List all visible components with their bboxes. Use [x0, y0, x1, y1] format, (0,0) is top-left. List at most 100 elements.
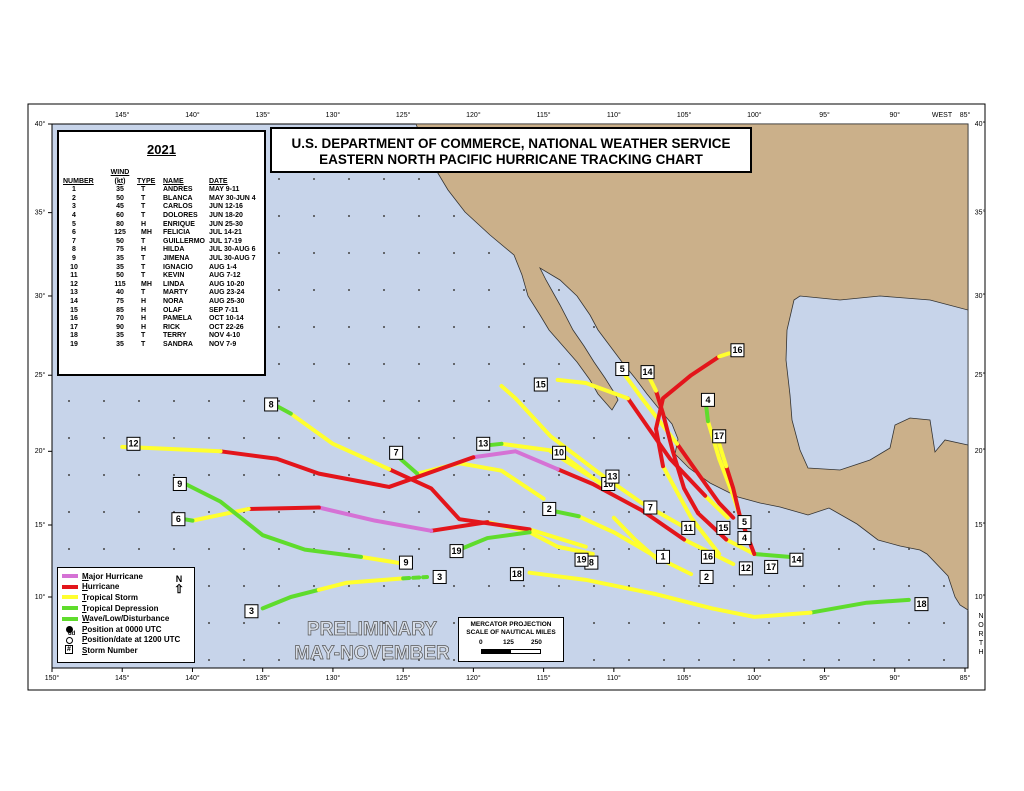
storm-box: [605, 469, 620, 484]
table-row: 8 75 H HILDA JUL 30-AUG 6: [59, 246, 264, 255]
table-cell: NOV 7-9: [209, 340, 237, 348]
legend-swatch: [62, 614, 78, 621]
table-cell: AUG 10-20: [209, 280, 245, 288]
lon-label: 135°: [255, 111, 270, 119]
storm-number: 7: [394, 448, 399, 458]
table-cell: 14: [70, 297, 78, 305]
storm-track: [316, 576, 406, 592]
table-cell: JUL 17-19: [209, 237, 242, 245]
table-cell: LINDA: [163, 280, 185, 288]
table-row: 7 50 T GUILLERMO JUL 17-19: [59, 238, 264, 247]
table-cell: MAY 30-JUN 4: [209, 194, 256, 202]
table-cell: 7: [72, 237, 76, 245]
table-cell: 17: [70, 323, 78, 331]
lon-label: 95°: [819, 111, 830, 119]
storm-box: [712, 429, 727, 444]
table-row: 4 60 T DOLORES JUN 18-20: [59, 212, 264, 221]
legend-swatch: [62, 624, 78, 634]
table-cell: MH: [141, 280, 152, 288]
storm-track: [555, 467, 687, 542]
storm-box: [789, 552, 804, 567]
lat-label: 30°: [975, 292, 986, 300]
projection-box: MERCATOR PROJECTION SCALE OF NAUTICAL MI…: [458, 617, 564, 662]
table-cell: FELICIA: [163, 229, 191, 237]
table-cell: 18: [70, 332, 78, 340]
storm-number: 18: [916, 599, 926, 609]
storm-number: 17: [714, 431, 724, 441]
lon-label: 115°: [537, 111, 551, 119]
storm-box: [764, 559, 779, 574]
table-cell: PAMELA: [163, 315, 193, 323]
lat-label: 25°: [975, 371, 986, 379]
storm-number: 2: [547, 504, 552, 514]
legend-item: Tropical Depression: [62, 603, 194, 614]
table-cell: 70: [116, 315, 124, 323]
storm-number: 13: [478, 439, 488, 449]
table-cell: 50: [116, 237, 124, 245]
storm-box: [681, 520, 696, 535]
storm-track: [182, 517, 195, 523]
storm-track: [555, 377, 630, 401]
storm-box: [730, 343, 745, 358]
storm-box: [171, 512, 186, 527]
table-cell: 12: [70, 280, 78, 288]
storm-box: [914, 597, 929, 612]
preliminary: PRELIMINARY: [307, 619, 438, 640]
storm-number: 5: [742, 517, 747, 527]
title-box: U.S. DEPARTMENT OF COMMERCE, NATIONAL WE…: [270, 127, 752, 173]
storm-number: 8: [269, 399, 274, 409]
table-cell: 10: [70, 263, 78, 271]
lon-label: 140°: [185, 674, 200, 682]
column-header: NAME: [163, 177, 184, 185]
storm-number: 14: [643, 367, 653, 377]
table-cell: T: [141, 186, 146, 194]
legend-swatch: [62, 582, 78, 589]
north-arrow: N ⇧: [173, 574, 184, 596]
storm-box: [699, 569, 714, 584]
table-cell: H: [141, 297, 147, 305]
storm-track: [401, 574, 430, 581]
projection: MERCATOR PROJECTION: [470, 621, 552, 628]
storm-number: 10: [603, 479, 613, 489]
legend: N ⇧ Major Hurricane Hurricane Tropical Stor…: [57, 567, 195, 663]
north-label: NORTH: [978, 613, 984, 656]
lon-label: 135°: [255, 674, 270, 682]
scale-title: SCALE OF NAUTICAL MILES: [466, 629, 556, 636]
storm-number: 18: [512, 569, 522, 579]
legend-item: Tropical Storm: [62, 592, 194, 603]
storm-track: [717, 351, 732, 359]
storm-box: [432, 569, 447, 584]
table-cell: 40: [116, 289, 124, 297]
table-row: 1 35 T ANDRES MAY 9-11: [59, 186, 264, 195]
table-cell: 8: [72, 246, 76, 254]
legend-swatch: [62, 603, 78, 611]
scale-label: 250: [531, 639, 542, 646]
title: EASTERN NORTH PACIFIC HURRICANE TRACKING…: [319, 152, 703, 167]
storm-box: [509, 567, 524, 582]
storm-box: [574, 552, 589, 567]
table-cell: T: [141, 289, 146, 297]
table-row: 17 90 H RICK OCT 22-26: [59, 324, 264, 333]
storm-track: [316, 505, 434, 533]
storm-number: 9: [177, 479, 182, 489]
table-cell: 19: [70, 340, 78, 348]
table-cell: H: [141, 246, 147, 254]
legend-label: Hurricane: [82, 582, 120, 592]
table-row: 12 115 MH LINDA AUG 10-20: [59, 281, 264, 290]
lon-label: 130°: [326, 111, 341, 119]
table-cell: 35: [116, 332, 124, 340]
lon-label: 125°: [396, 111, 411, 119]
legend-swatch: [62, 571, 78, 579]
legend-symbol: #: [65, 645, 73, 655]
legend-swatch: dd: [62, 631, 78, 645]
table-cell: DOLORES: [163, 211, 198, 219]
table-row: 5 80 H ENRIQUE JUN 25-30: [59, 221, 264, 230]
table-cell: ENRIQUE: [163, 220, 195, 228]
table-cell: KEVIN: [163, 272, 185, 280]
scale-bar: [481, 649, 541, 654]
storm-number: 16: [732, 345, 742, 355]
table-cell: T: [141, 332, 146, 340]
column-header: WIND: [110, 169, 130, 176]
table-header: NUMBER (kt) TYPE NAME DATE: [59, 178, 264, 187]
table-cell: 35: [116, 340, 124, 348]
